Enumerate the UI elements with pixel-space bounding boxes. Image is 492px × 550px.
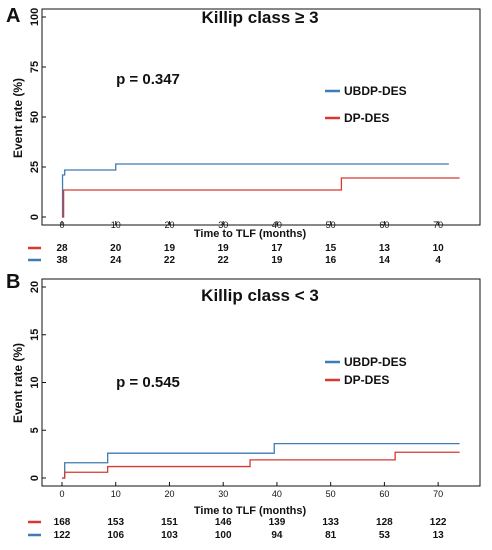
- panel-a-risk-ubdp-des-value: 38: [56, 255, 68, 266]
- panel-b-risk-dp-des-value: 122: [430, 517, 447, 528]
- panel-a-ytick-label: 75: [29, 61, 41, 73]
- panel-a-risk-dp-des-value: 28: [56, 243, 68, 254]
- panel-b-risk-ubdp-des-value: 122: [54, 530, 71, 541]
- panel-a-curve-dp-des: [62, 177, 460, 218]
- panel-b-risk-table: [28, 520, 41, 537]
- panel-a-risk-ubdp-des-value: 14: [379, 255, 391, 266]
- panel-a-legend-label-ubdp: UBDP-DES: [344, 84, 407, 98]
- panel-a-ytick-label: 100: [29, 8, 41, 26]
- panel-b-curve-ubdp-des: [62, 442, 460, 479]
- panel-a-xtick-label: 50: [326, 220, 336, 230]
- panel-b-ytick-label: 0: [29, 475, 41, 481]
- panel-a-risk-table: [28, 246, 41, 262]
- panel-a-xtick-label: 60: [379, 220, 389, 230]
- panel-a-xtick-label: 0: [59, 220, 64, 230]
- panel-b-ytick-label: 20: [29, 281, 41, 293]
- panel-a-ytick-label: 0: [29, 214, 41, 220]
- panel-a-xtick-label: 10: [111, 220, 121, 230]
- panel-b-curve-dp-des: [62, 451, 460, 479]
- panel-a-risk-dp-des-value: 17: [271, 243, 283, 254]
- panel-a-risk-dp-des-value: 13: [379, 243, 391, 254]
- panel-b-risk-ubdp-des-value: 103: [161, 530, 178, 541]
- panel-b-xtick-label: 10: [111, 489, 121, 499]
- panel-b-risk-dp-des-value: 133: [322, 517, 339, 528]
- panel-a-title: Killip class ≥ 3: [201, 8, 318, 27]
- panel-a-x-axis-label: Time to TLF (months): [194, 228, 307, 240]
- panel-a-risk-ubdp-des-value: 24: [110, 255, 122, 266]
- panel-b-risk-ubdp-des-value: 106: [107, 530, 124, 541]
- panel-a-risk-dp-des-value: 20: [110, 243, 122, 254]
- panel-a-risk-dp-des-value: 19: [218, 243, 230, 254]
- panel-a: A Killip class ≥ 3 Event rate (%) Time t…: [6, 5, 481, 266]
- panel-b-xtick-label: 40: [272, 489, 282, 499]
- panel-a-risk-ubdp-des-value: 19: [271, 255, 283, 266]
- panel-a-risk-dp-des-value: 15: [325, 243, 337, 254]
- panel-b-risk-ubdp-des-value: 94: [271, 530, 283, 541]
- panel-b: B Killip class < 3 Event rate (%) Time t…: [6, 271, 481, 541]
- panel-a-p-value: p = 0.347: [116, 71, 180, 88]
- panel-b-xtick-label: 30: [218, 489, 228, 499]
- panel-b-xtick-label: 60: [379, 489, 389, 499]
- panel-b-xtick-label: 0: [59, 489, 64, 499]
- panel-b-y-axis-label: Event rate (%): [11, 343, 25, 423]
- panel-a-legend-label-dp: DP-DES: [344, 111, 389, 125]
- panel-b-legend-label-ubdp: UBDP-DES: [344, 355, 407, 369]
- panel-a-risk-ubdp-des-value: 22: [164, 255, 176, 266]
- panel-a-legend: UBDP-DES DP-DES: [325, 84, 407, 125]
- panel-a-plot-frame: [41, 8, 481, 226]
- panel-b-risk-dp-des-value: 153: [107, 517, 124, 528]
- panel-a-risk-ubdp-des-value: 22: [218, 255, 230, 266]
- panel-a-curve-ubdp-des: [61, 163, 449, 218]
- panel-a-risk-ubdp-des-value: 16: [325, 255, 337, 266]
- panel-b-ytick-label: 5: [29, 427, 41, 433]
- panel-a-xtick-label: 30: [218, 220, 228, 230]
- panel-letter-a: A: [6, 5, 20, 27]
- panel-b-risk-dp-des-value: 168: [54, 517, 71, 528]
- panel-a-ytick-label: 50: [29, 111, 41, 123]
- panel-a-risk-dp-des-value: 19: [164, 243, 176, 254]
- panel-b-ytick-label: 10: [29, 376, 41, 388]
- panel-b-risk-ubdp-des-value: 81: [325, 530, 337, 541]
- panel-b-ytick-label: 15: [29, 329, 41, 341]
- panel-b-legend: UBDP-DES DP-DES: [325, 355, 407, 387]
- panel-letter-b: B: [6, 271, 20, 293]
- panel-b-xtick-label: 20: [164, 489, 174, 499]
- panel-b-p-value: p = 0.545: [116, 374, 180, 391]
- panel-b-x-axis-label: Time to TLF (months): [194, 505, 307, 517]
- panel-b-risk-dp-des-value: 151: [161, 517, 178, 528]
- panel-b-risk-ubdp-des-value: 53: [379, 530, 391, 541]
- panel-b-legend-label-dp: DP-DES: [344, 373, 389, 387]
- panel-a-risk-ubdp-des-value: 4: [435, 255, 441, 266]
- panel-b-risk-dp-des-value: 146: [215, 517, 232, 528]
- panel-a-risk-dp-des-value: 10: [433, 243, 445, 254]
- panel-a-ytick-label: 25: [29, 161, 41, 173]
- panel-a-y-axis-label: Event rate (%): [11, 78, 25, 158]
- panel-b-risk-ubdp-des-value: 13: [433, 530, 445, 541]
- panel-a-xtick-label: 40: [272, 220, 282, 230]
- panel-a-xtick-label: 20: [164, 220, 174, 230]
- panel-b-xtick-label: 70: [433, 489, 443, 499]
- panel-b-title: Killip class < 3: [201, 286, 319, 305]
- panel-b-risk-dp-des-value: 128: [376, 517, 393, 528]
- panel-a-xtick-label: 70: [433, 220, 443, 230]
- panel-b-risk-ubdp-des-value: 100: [215, 530, 232, 541]
- panel-b-xtick-label: 50: [326, 489, 336, 499]
- panel-b-risk-dp-des-value: 139: [269, 517, 286, 528]
